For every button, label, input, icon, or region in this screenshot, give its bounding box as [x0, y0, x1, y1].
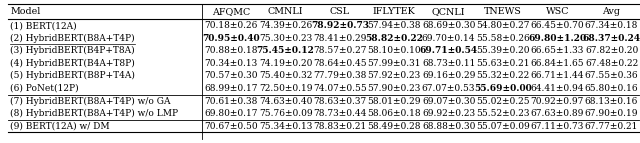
Text: 68.13±0.16: 68.13±0.16 — [585, 97, 638, 106]
Text: (3) HybridBERT(B4P+T8A): (3) HybridBERT(B4P+T8A) — [10, 46, 135, 55]
Text: 75.45±0.12: 75.45±0.12 — [257, 46, 315, 55]
Text: 66.65±1.33: 66.65±1.33 — [531, 46, 584, 55]
Text: (2) HybridBERT(B8A+T4P): (2) HybridBERT(B8A+T4P) — [10, 34, 135, 43]
Text: 69.80±1.20: 69.80±1.20 — [528, 34, 586, 43]
Text: 55.52±0.23: 55.52±0.23 — [476, 109, 530, 118]
Text: IFLYTEK: IFLYTEK — [373, 7, 415, 16]
Text: 68.99±0.17: 68.99±0.17 — [205, 84, 258, 93]
Text: 58.06±0.18: 58.06±0.18 — [367, 109, 421, 118]
Text: 70.88±0.18: 70.88±0.18 — [205, 46, 258, 55]
Text: 78.64±0.45: 78.64±0.45 — [313, 59, 367, 68]
Text: 69.16±0.29: 69.16±0.29 — [422, 71, 476, 80]
Text: 70.67±0.50: 70.67±0.50 — [205, 122, 258, 131]
Text: 69.71±0.54: 69.71±0.54 — [420, 46, 477, 55]
Text: 66.45±0.70: 66.45±0.70 — [531, 21, 584, 30]
Text: 67.07±0.53: 67.07±0.53 — [422, 84, 476, 93]
Text: 57.92±0.23: 57.92±0.23 — [367, 71, 421, 80]
Text: QCNLI: QCNLI — [432, 7, 465, 16]
Text: Avg: Avg — [603, 7, 621, 16]
Text: 69.70±0.14: 69.70±0.14 — [422, 34, 476, 43]
Text: 67.11±0.73: 67.11±0.73 — [531, 122, 584, 131]
Text: 78.73±0.44: 78.73±0.44 — [313, 109, 367, 118]
Text: 68.88±0.30: 68.88±0.30 — [422, 122, 476, 131]
Text: 69.07±0.30: 69.07±0.30 — [422, 97, 476, 106]
Text: 78.92±0.73: 78.92±0.73 — [311, 21, 369, 30]
Text: 74.63±0.40: 74.63±0.40 — [259, 97, 312, 106]
Text: Model: Model — [10, 7, 40, 16]
Text: (6) PoNet(12P): (6) PoNet(12P) — [10, 84, 79, 93]
Text: 65.80±0.16: 65.80±0.16 — [585, 84, 638, 93]
Text: 67.48±0.22: 67.48±0.22 — [585, 59, 638, 68]
Text: 70.34±0.13: 70.34±0.13 — [205, 59, 258, 68]
Text: 72.50±0.19: 72.50±0.19 — [259, 84, 312, 93]
Text: CSL: CSL — [330, 7, 350, 16]
Text: 68.37±0.24: 68.37±0.24 — [582, 34, 640, 43]
Text: 64.41±0.94: 64.41±0.94 — [531, 84, 584, 93]
Text: 74.39±0.26: 74.39±0.26 — [259, 21, 312, 30]
Text: 58.01±0.29: 58.01±0.29 — [367, 97, 421, 106]
Text: 66.84±1.65: 66.84±1.65 — [531, 59, 584, 68]
Text: 68.73±0.11: 68.73±0.11 — [422, 59, 476, 68]
Text: 57.99±0.31: 57.99±0.31 — [367, 59, 421, 68]
Text: 57.94±0.38: 57.94±0.38 — [367, 21, 421, 30]
Text: 55.32±0.22: 55.32±0.22 — [476, 71, 529, 80]
Text: 55.58±0.26: 55.58±0.26 — [476, 34, 530, 43]
Text: 55.69±0.00: 55.69±0.00 — [474, 84, 532, 93]
Text: 70.57±0.30: 70.57±0.30 — [205, 71, 258, 80]
Text: 70.18±0.26: 70.18±0.26 — [205, 21, 258, 30]
Text: 70.95±0.40: 70.95±0.40 — [202, 34, 260, 43]
Text: 70.92±0.97: 70.92±0.97 — [531, 97, 584, 106]
Text: 78.57±0.27: 78.57±0.27 — [313, 46, 367, 55]
Text: 77.79±0.38: 77.79±0.38 — [313, 71, 367, 80]
Text: (7) HybridBERT(B8A+T4P) w/o GA: (7) HybridBERT(B8A+T4P) w/o GA — [10, 96, 171, 106]
Text: 55.39±0.20: 55.39±0.20 — [476, 46, 530, 55]
Text: 67.90±0.19: 67.90±0.19 — [585, 109, 638, 118]
Text: 75.30±0.23: 75.30±0.23 — [259, 34, 312, 43]
Text: 57.90±0.23: 57.90±0.23 — [367, 84, 421, 93]
Text: 58.10±0.10: 58.10±0.10 — [367, 46, 421, 55]
Text: 54.80±0.27: 54.80±0.27 — [476, 21, 530, 30]
Text: 58.82±0.22: 58.82±0.22 — [365, 34, 423, 43]
Text: 74.19±0.20: 74.19±0.20 — [259, 59, 312, 68]
Text: 66.71±1.44: 66.71±1.44 — [531, 71, 584, 80]
Text: 67.34±0.18: 67.34±0.18 — [585, 21, 638, 30]
Text: 78.41±0.29: 78.41±0.29 — [313, 34, 367, 43]
Text: 75.40±0.32: 75.40±0.32 — [259, 71, 312, 80]
Text: 70.61±0.38: 70.61±0.38 — [205, 97, 258, 106]
Text: 74.07±0.55: 74.07±0.55 — [313, 84, 367, 93]
Text: 67.55±0.36: 67.55±0.36 — [585, 71, 638, 80]
Text: 78.63±0.37: 78.63±0.37 — [314, 97, 367, 106]
Text: CMNLI: CMNLI — [268, 7, 303, 16]
Text: TNEWS: TNEWS — [484, 7, 522, 16]
Text: 75.34±0.13: 75.34±0.13 — [259, 122, 312, 131]
Text: 55.02±0.25: 55.02±0.25 — [476, 97, 530, 106]
Text: WSC: WSC — [545, 7, 569, 16]
Text: 67.63±0.89: 67.63±0.89 — [531, 109, 584, 118]
Text: 67.82±0.20: 67.82±0.20 — [585, 46, 638, 55]
Text: AFQMC: AFQMC — [212, 7, 250, 16]
Text: 67.77±0.21: 67.77±0.21 — [585, 122, 638, 131]
Text: (1) BERT(12A): (1) BERT(12A) — [10, 21, 77, 30]
Text: 78.83±0.21: 78.83±0.21 — [314, 122, 367, 131]
Text: 55.07±0.09: 55.07±0.09 — [476, 122, 530, 131]
Text: 55.63±0.21: 55.63±0.21 — [476, 59, 530, 68]
Text: 68.69±0.30: 68.69±0.30 — [422, 21, 476, 30]
Text: (8) HybridBERT(B8A+T4P) w/o LMP: (8) HybridBERT(B8A+T4P) w/o LMP — [10, 109, 179, 118]
Text: (4) HybridBERT(B4A+T8P): (4) HybridBERT(B4A+T8P) — [10, 59, 135, 68]
Text: 69.80±0.17: 69.80±0.17 — [205, 109, 258, 118]
Text: (9) BERT(12A) w/ DM: (9) BERT(12A) w/ DM — [10, 122, 110, 131]
Text: (5) HybridBERT(B8P+T4A): (5) HybridBERT(B8P+T4A) — [10, 71, 135, 80]
Text: 75.76±0.09: 75.76±0.09 — [259, 109, 312, 118]
Text: 69.92±0.23: 69.92±0.23 — [422, 109, 475, 118]
Text: 58.49±0.28: 58.49±0.28 — [367, 122, 421, 131]
